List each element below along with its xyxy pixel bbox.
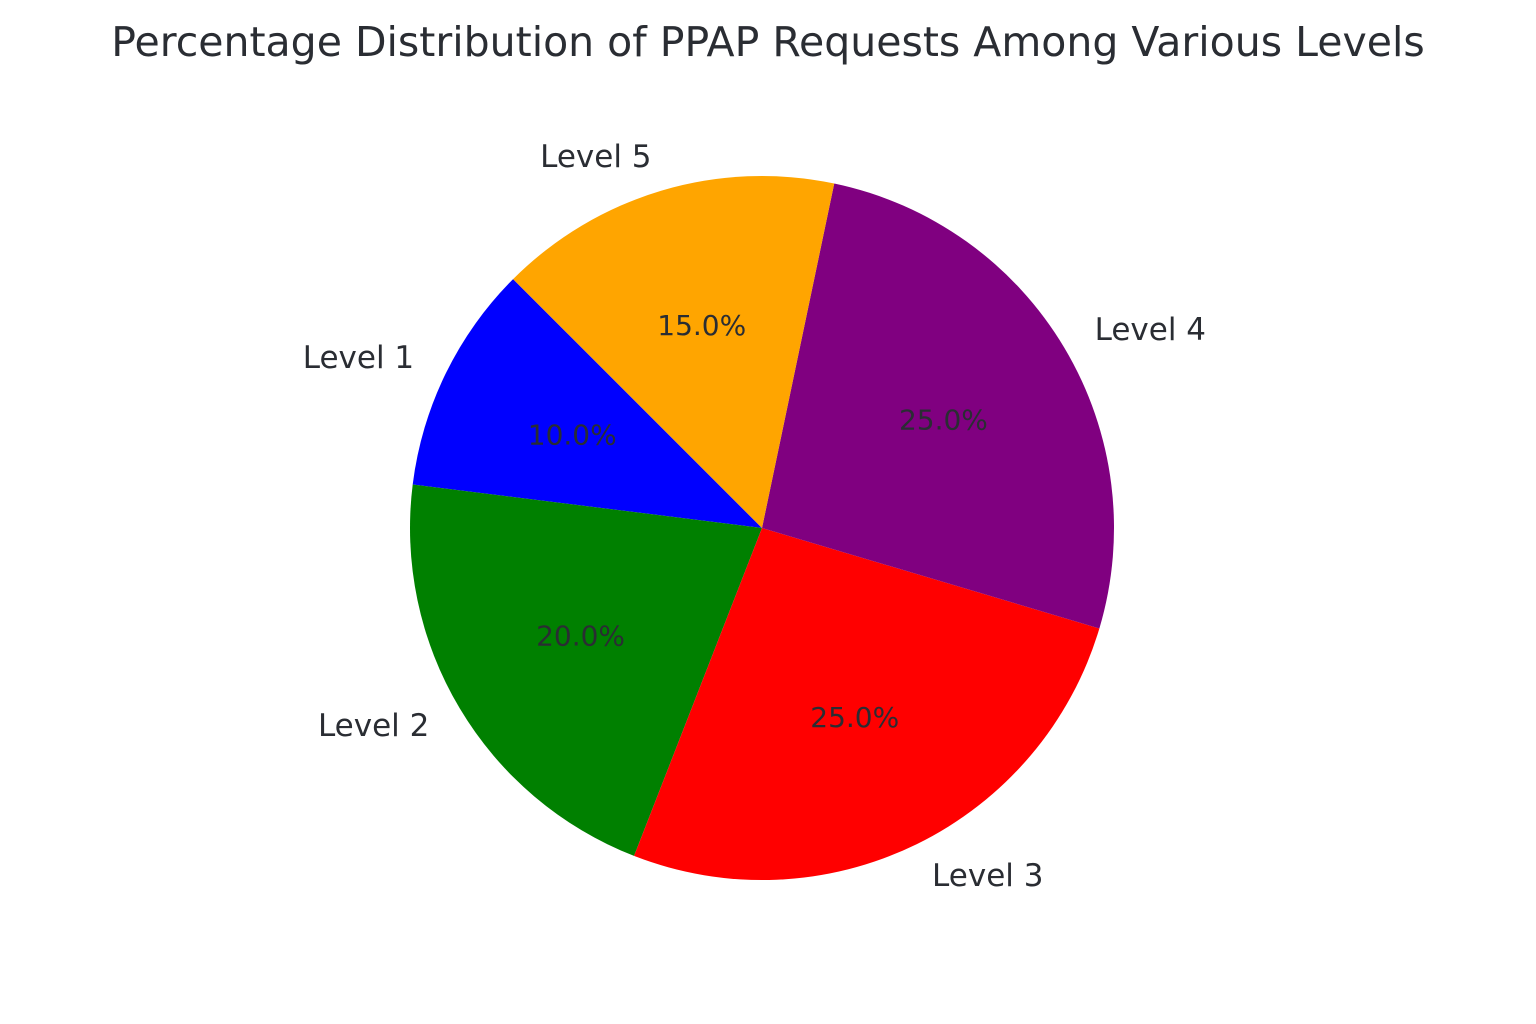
percent-label-level-4: 25.0% [899, 403, 988, 436]
slice-label-level-2: Level 2 [318, 708, 429, 744]
slice-label-level-4: Level 4 [1095, 312, 1206, 348]
chart-title: Percentage Distribution of PPAP Requests… [111, 18, 1425, 66]
pie-slice-level-5 [513, 176, 835, 528]
percent-label-level-2: 20.0% [536, 620, 625, 653]
percent-label-level-3: 25.0% [810, 701, 899, 734]
pie-slice-level-1 [412, 279, 762, 528]
pie-slice-level-2 [410, 484, 762, 856]
percent-label-level-5: 15.0% [657, 309, 746, 342]
pie-labels: Level 1 10.0% Level 2 20.0% Level 3 25.0% Leve… [303, 139, 1206, 894]
slice-label-level-1: Level 1 [303, 340, 414, 376]
pie-slice-level-4 [762, 183, 1114, 629]
pie-slice-level-3 [634, 528, 1100, 881]
pie-slices [410, 176, 1114, 881]
percent-label-level-1: 10.0% [528, 419, 617, 452]
slice-label-level-3: Level 3 [932, 858, 1043, 894]
slice-label-level-5: Level 5 [540, 139, 651, 175]
